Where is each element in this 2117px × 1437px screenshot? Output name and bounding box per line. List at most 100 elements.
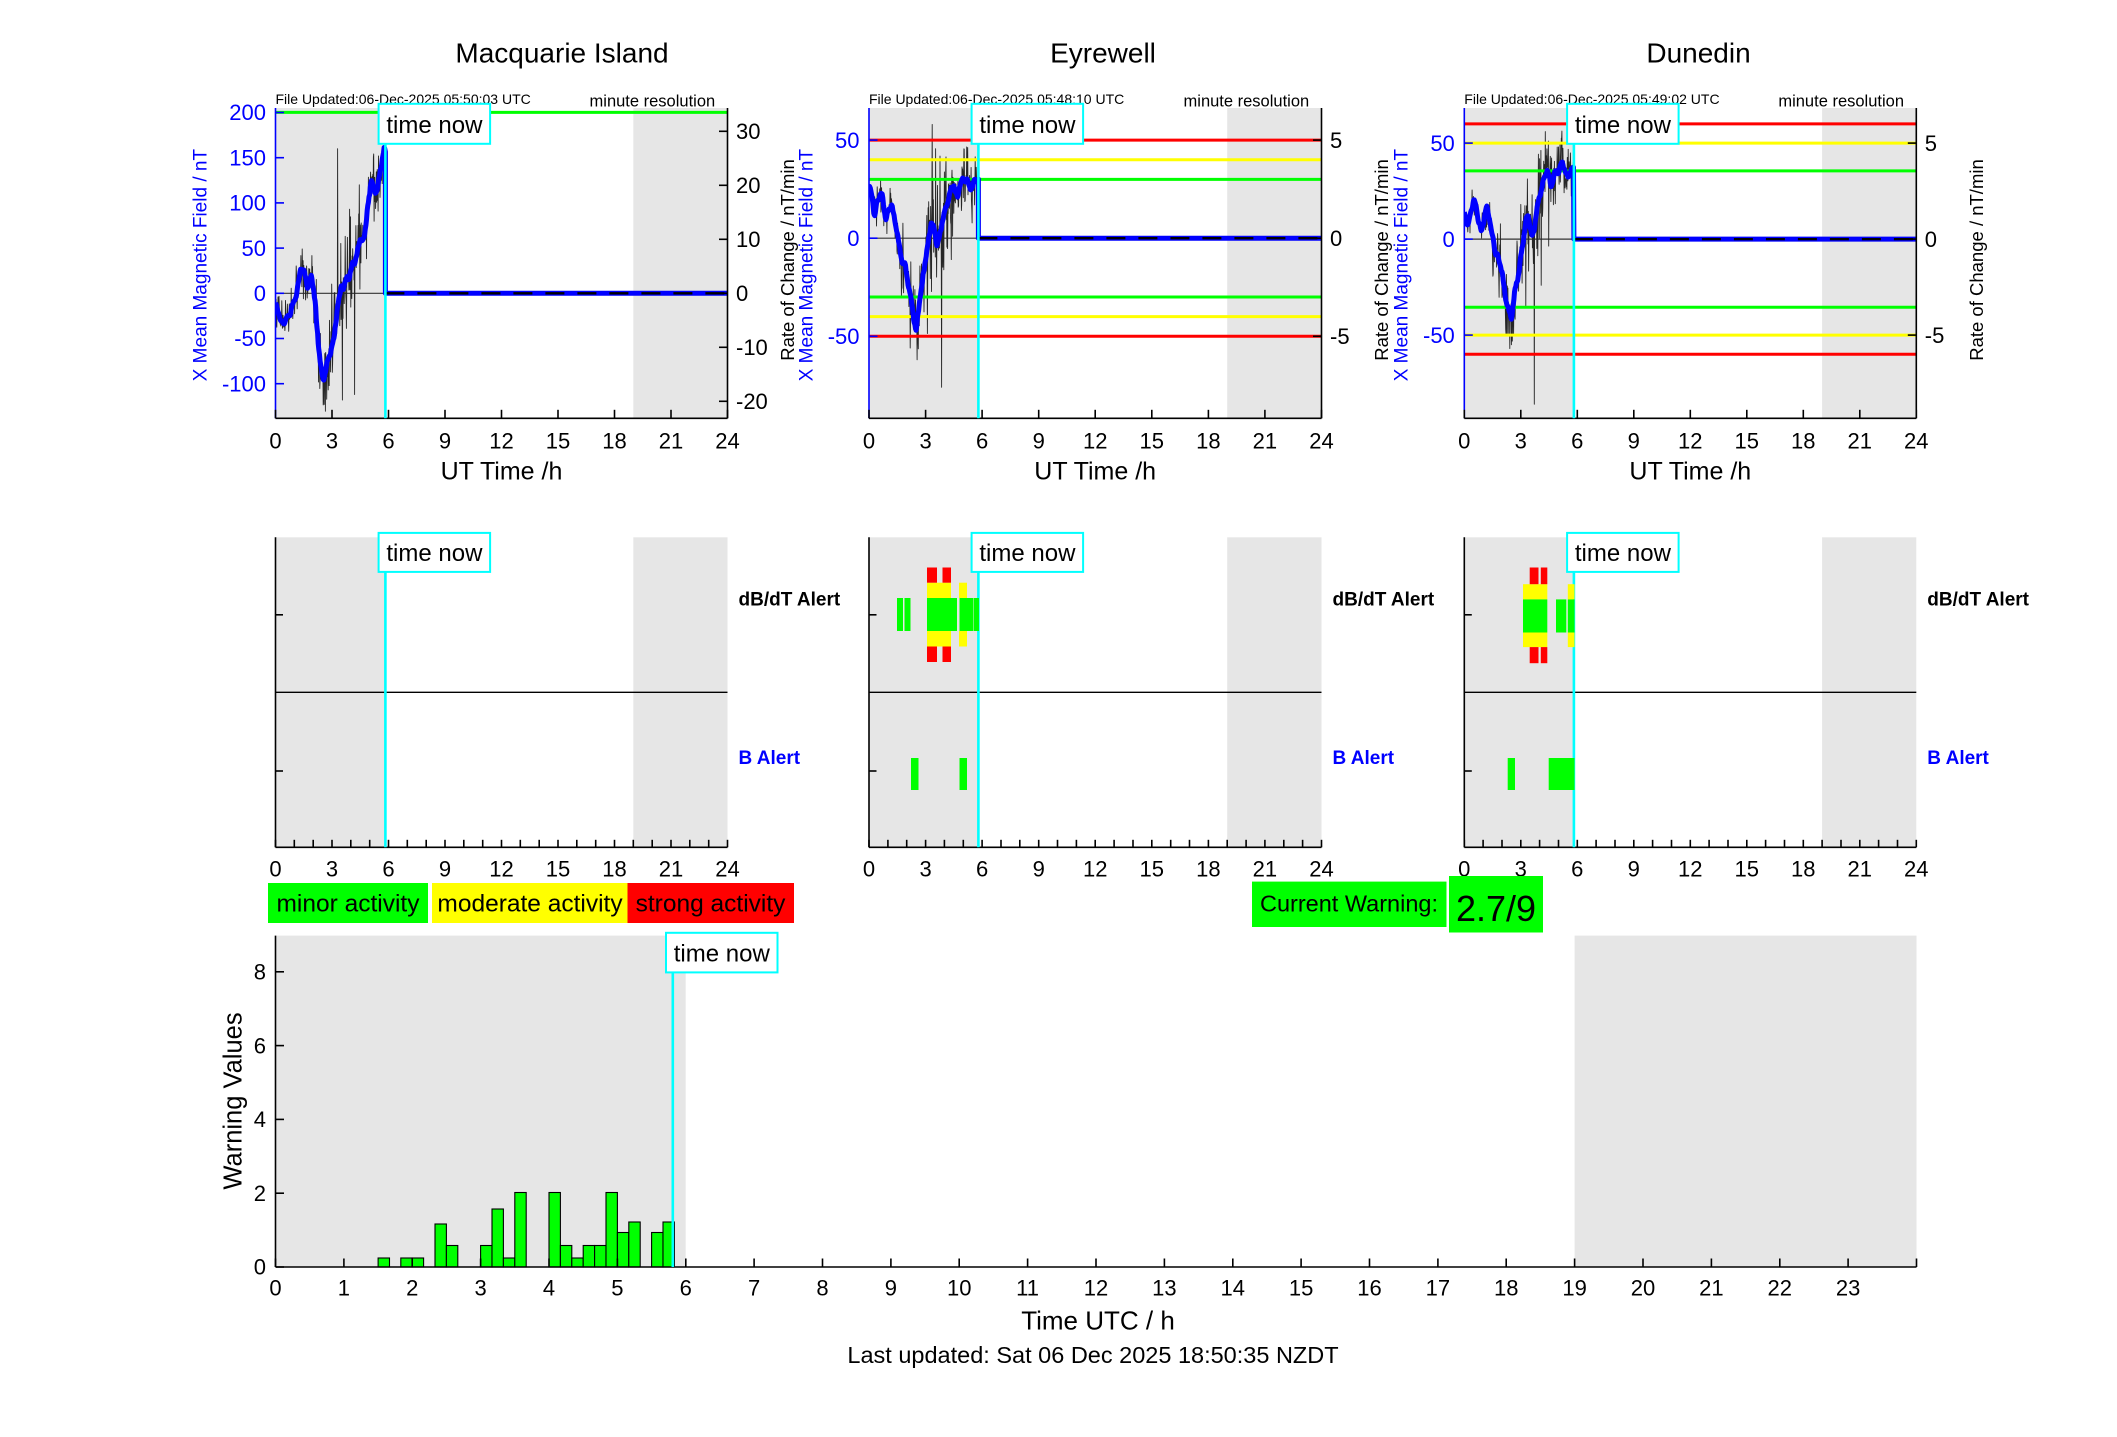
svg-text:minute resolution: minute resolution (1184, 93, 1310, 111)
svg-text:18: 18 (1196, 857, 1220, 882)
svg-text:minute resolution: minute resolution (590, 93, 716, 111)
svg-text:-10: -10 (736, 335, 768, 360)
svg-text:time now: time now (1575, 112, 1672, 139)
svg-text:17: 17 (1426, 1276, 1450, 1301)
svg-text:Time UTC / h: Time UTC / h (1021, 1306, 1175, 1336)
svg-text:8: 8 (816, 1276, 828, 1301)
svg-text:50: 50 (835, 128, 859, 153)
svg-text:4: 4 (254, 1107, 266, 1132)
svg-text:0: 0 (1443, 227, 1455, 252)
svg-text:21: 21 (1253, 857, 1277, 882)
svg-text:18: 18 (1791, 428, 1815, 453)
svg-text:time now: time now (674, 940, 771, 967)
svg-text:0: 0 (254, 1255, 266, 1280)
svg-text:24: 24 (715, 428, 739, 453)
svg-text:Macquarie Island: Macquarie Island (455, 38, 668, 69)
svg-text:7: 7 (748, 1276, 760, 1301)
svg-text:X Mean Magnetic Field / nT: X Mean Magnetic Field / nT (796, 149, 817, 382)
svg-text:0: 0 (863, 857, 875, 882)
svg-text:14: 14 (1221, 1276, 1245, 1301)
svg-text:200: 200 (229, 100, 266, 125)
svg-text:-5: -5 (1330, 324, 1350, 349)
svg-text:30: 30 (736, 119, 760, 144)
svg-text:0: 0 (863, 428, 875, 453)
svg-text:moderate activity: moderate activity (437, 891, 623, 918)
svg-text:8: 8 (254, 960, 266, 985)
svg-text:X Mean Magnetic Field / nT: X Mean Magnetic Field / nT (191, 149, 212, 382)
svg-text:15: 15 (1289, 1276, 1313, 1301)
svg-text:6: 6 (382, 857, 394, 882)
svg-text:UT Time /h: UT Time /h (441, 458, 563, 486)
svg-text:24: 24 (715, 857, 739, 882)
svg-text:9: 9 (1628, 428, 1640, 453)
svg-text:Eyrewell: Eyrewell (1050, 38, 1156, 69)
svg-text:2.7/9: 2.7/9 (1456, 888, 1536, 929)
svg-text:24: 24 (1904, 428, 1928, 453)
svg-text:50: 50 (242, 236, 266, 261)
svg-text:12: 12 (489, 857, 513, 882)
svg-text:Dunedin: Dunedin (1646, 38, 1750, 69)
svg-text:18: 18 (1196, 428, 1220, 453)
svg-text:2: 2 (254, 1181, 266, 1206)
svg-text:6: 6 (976, 857, 988, 882)
svg-text:B Alert: B Alert (739, 748, 801, 769)
svg-text:0: 0 (1925, 227, 1937, 252)
svg-text:1: 1 (338, 1276, 350, 1301)
svg-text:3: 3 (1515, 857, 1527, 882)
svg-text:0: 0 (269, 428, 281, 453)
svg-text:0: 0 (1458, 857, 1470, 882)
svg-text:20: 20 (736, 173, 760, 198)
svg-text:12: 12 (1084, 1276, 1108, 1301)
svg-text:21: 21 (659, 428, 683, 453)
svg-text:24: 24 (1904, 857, 1928, 882)
svg-text:strong activity: strong activity (636, 891, 787, 918)
svg-text:15: 15 (1140, 857, 1164, 882)
svg-text:6: 6 (1571, 857, 1583, 882)
svg-text:3: 3 (919, 428, 931, 453)
svg-text:2: 2 (406, 1276, 418, 1301)
svg-text:20: 20 (1631, 1276, 1655, 1301)
svg-text:minute resolution: minute resolution (1778, 93, 1904, 111)
svg-text:6: 6 (254, 1033, 266, 1058)
svg-text:6: 6 (680, 1276, 692, 1301)
svg-text:-50: -50 (828, 324, 860, 349)
svg-text:time now: time now (979, 112, 1076, 139)
svg-text:0: 0 (736, 281, 748, 306)
svg-text:18: 18 (1791, 857, 1815, 882)
svg-text:6: 6 (382, 428, 394, 453)
svg-text:11: 11 (1016, 1276, 1039, 1301)
svg-text:time now: time now (979, 540, 1076, 567)
svg-text:9: 9 (439, 428, 451, 453)
svg-text:5: 5 (1925, 131, 1937, 156)
svg-text:3: 3 (326, 857, 338, 882)
svg-text:time now: time now (386, 112, 483, 139)
svg-text:21: 21 (1253, 428, 1277, 453)
svg-text:12: 12 (1678, 428, 1702, 453)
svg-text:-5: -5 (1925, 323, 1945, 348)
svg-text:-100: -100 (222, 371, 266, 396)
svg-text:15: 15 (1735, 857, 1759, 882)
svg-text:12: 12 (1678, 857, 1702, 882)
svg-text:9: 9 (1033, 428, 1045, 453)
svg-text:15: 15 (546, 428, 570, 453)
svg-text:9: 9 (885, 1276, 897, 1301)
svg-text:6: 6 (1571, 428, 1583, 453)
svg-text:0: 0 (254, 281, 266, 306)
svg-text:100: 100 (229, 191, 266, 216)
svg-text:19: 19 (1562, 1276, 1586, 1301)
svg-text:3: 3 (1515, 428, 1527, 453)
svg-text:B Alert: B Alert (1927, 748, 1989, 769)
svg-text:18: 18 (602, 428, 626, 453)
svg-text:15: 15 (1735, 428, 1759, 453)
svg-text:3: 3 (326, 428, 338, 453)
svg-text:9: 9 (1628, 857, 1640, 882)
svg-text:22: 22 (1768, 1276, 1792, 1301)
svg-text:0: 0 (269, 857, 281, 882)
svg-text:10: 10 (947, 1276, 971, 1301)
svg-text:18: 18 (1494, 1276, 1518, 1301)
svg-text:18: 18 (602, 857, 626, 882)
svg-text:dB/dT Alert: dB/dT Alert (739, 590, 841, 611)
svg-text:24: 24 (1309, 857, 1333, 882)
svg-text:minor activity: minor activity (277, 891, 421, 918)
svg-text:9: 9 (439, 857, 451, 882)
